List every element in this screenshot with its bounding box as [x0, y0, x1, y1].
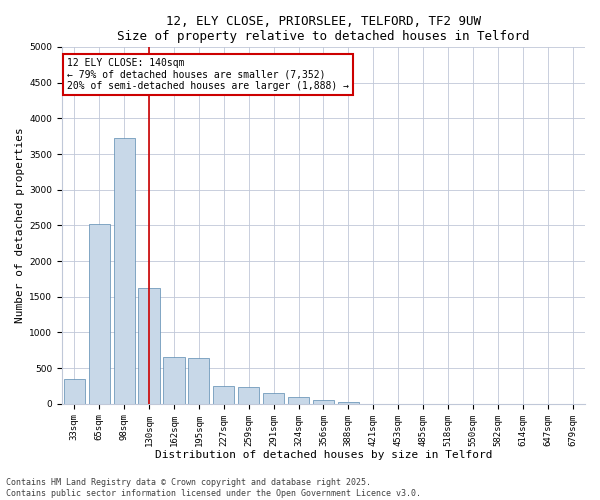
- Text: 12 ELY CLOSE: 140sqm
← 79% of detached houses are smaller (7,352)
20% of semi-de: 12 ELY CLOSE: 140sqm ← 79% of detached h…: [67, 58, 349, 91]
- Bar: [64, 379, 85, 404]
- Bar: [139, 288, 160, 404]
- Text: Contains HM Land Registry data © Crown copyright and database right 2025.
Contai: Contains HM Land Registry data © Crown c…: [6, 478, 421, 498]
- Bar: [288, 397, 309, 404]
- X-axis label: Distribution of detached houses by size in Telford: Distribution of detached houses by size …: [155, 450, 492, 460]
- Bar: [163, 358, 185, 404]
- Title: 12, ELY CLOSE, PRIORSLEE, TELFORD, TF2 9UW
Size of property relative to detached: 12, ELY CLOSE, PRIORSLEE, TELFORD, TF2 9…: [117, 15, 530, 43]
- Bar: [263, 393, 284, 404]
- Bar: [89, 224, 110, 404]
- Bar: [213, 386, 235, 404]
- Bar: [113, 138, 135, 404]
- Bar: [238, 386, 259, 404]
- Bar: [313, 400, 334, 404]
- Bar: [188, 358, 209, 404]
- Y-axis label: Number of detached properties: Number of detached properties: [15, 128, 25, 324]
- Bar: [338, 402, 359, 404]
